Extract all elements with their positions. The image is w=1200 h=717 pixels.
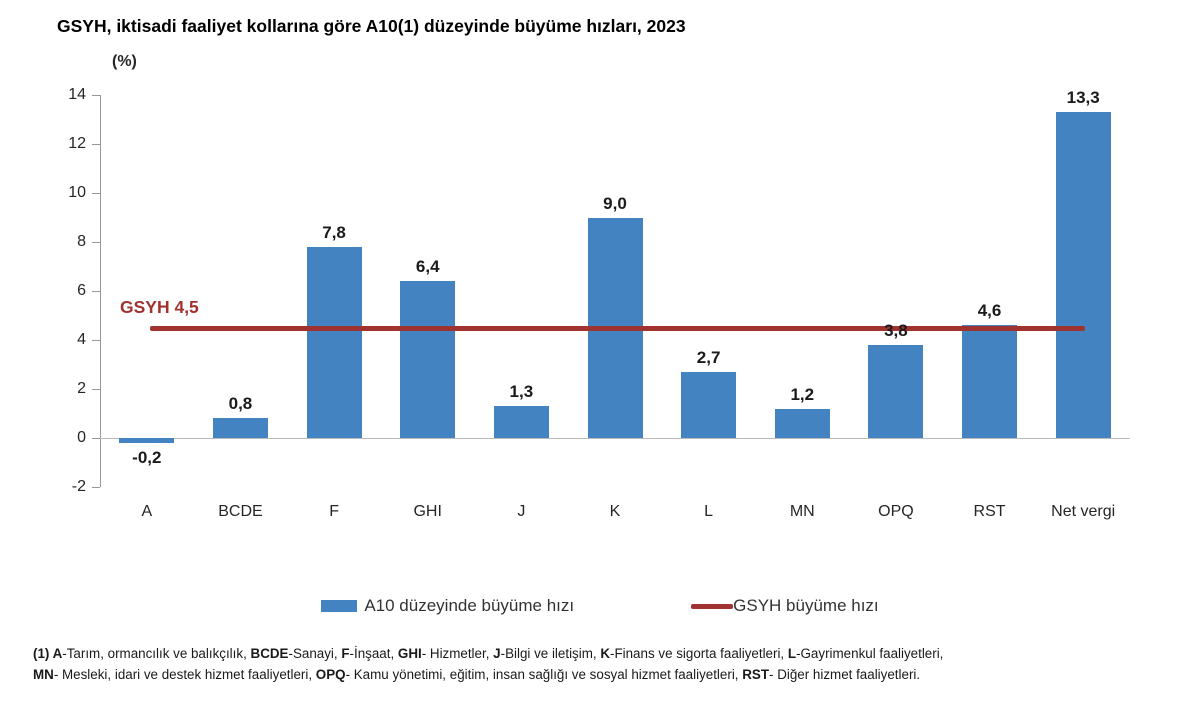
footnote-text: -Finans ve sigorta faaliyetleri, <box>610 646 788 661</box>
x-category-label: J <box>517 503 526 520</box>
footnote-code: OPQ <box>315 667 346 682</box>
x-category-label: F <box>329 503 339 520</box>
bar-value-label: 4,6 <box>977 301 1002 321</box>
y-tick-mark <box>92 144 100 145</box>
bar-rst <box>962 325 1018 438</box>
plot-area: 14 12 10 8 6 4 2 0 -2 -0,2 A 0,8 BCDE 7,8 F 6,4 GHI 1,3 J 9… <box>68 86 1130 520</box>
x-category-label: A <box>141 503 153 520</box>
x-category-label: RST <box>973 503 1006 520</box>
bar-value-label: 1,3 <box>509 382 534 402</box>
bar-mn <box>774 408 830 438</box>
footnote-line: (1) A-Tarım, ormancılık ve balıkçılık, B… <box>33 643 1183 664</box>
footnote-text: -Gayrimenkul faaliyetleri, <box>796 646 944 661</box>
bar-value-label: -0,2 <box>132 447 162 467</box>
legend-line-swatch-icon <box>691 603 734 609</box>
bar-value-label: 7,8 <box>322 222 346 242</box>
y-tick-label: 10 <box>68 184 86 201</box>
footnote-code: RST <box>742 667 770 682</box>
footnote-text: -Tarım, ormancılık ve balıkçılık, <box>62 646 251 661</box>
x-category-label: Net vergi <box>1051 503 1116 520</box>
x-category-label: L <box>704 503 714 520</box>
x-category-label: GHI <box>413 503 442 520</box>
bar-a <box>119 438 175 443</box>
x-category-label: BCDE <box>218 503 263 520</box>
bar-l <box>681 371 737 438</box>
footnote-text: -İnşaat, <box>349 646 398 661</box>
footnote-text: -Bilgi ve iletişim, <box>500 646 601 661</box>
gsyh-line-label: GSYH 4,5 <box>120 297 199 317</box>
x-category-label: MN <box>789 503 815 520</box>
bar-value-label: 0,8 <box>228 394 253 414</box>
legend-label-line: GSYH büyüme hızı <box>733 596 879 615</box>
legend: A10 düzeyinde büyüme hızı GSYH büyüme hı… <box>0 596 1200 616</box>
footnote-text: - Hizmetler, <box>421 646 494 661</box>
legend-bar-swatch-icon <box>321 600 358 612</box>
y-tick-label: -2 <box>71 478 86 495</box>
footnote-text: - Mesleki, idari ve destek hizmet faaliy… <box>53 667 316 682</box>
y-tick-label: 12 <box>68 135 86 152</box>
bar-j <box>493 406 549 438</box>
bar-net-vergi <box>1055 112 1111 438</box>
legend-label-bars: A10 düzeyinde büyüme hızı <box>364 596 575 615</box>
bar-bcde <box>212 418 268 438</box>
footnote-code: (1) A <box>33 646 63 661</box>
y-tick-label: 6 <box>77 282 86 299</box>
y-tick-mark <box>92 487 100 488</box>
footnote-code: BCDE <box>250 646 289 661</box>
gsyh-reference-line <box>150 325 1086 331</box>
y-tick-label: 14 <box>68 86 86 103</box>
bar-opq <box>868 344 924 438</box>
y-tick-mark <box>92 242 100 243</box>
y-tick-mark <box>92 340 100 341</box>
bar-f <box>306 246 362 438</box>
y-tick-mark <box>92 438 100 439</box>
footnote-text: - Kamu yönetimi, eğitim, insan sağlığı v… <box>345 667 743 682</box>
legend-item-bars: A10 düzeyinde büyüme hızı <box>321 596 574 616</box>
bar-value-label: 9,0 <box>603 193 627 213</box>
y-tick-label: 0 <box>77 429 86 446</box>
y-tick-label: 8 <box>77 233 86 250</box>
bar-value-label: 2,7 <box>696 347 721 367</box>
footnote-text: -Sanayi, <box>288 646 342 661</box>
y-tick-mark <box>92 291 100 292</box>
y-tick-label: 2 <box>77 380 86 397</box>
footnote: (1) A-Tarım, ormancılık ve balıkçılık, B… <box>33 643 1183 685</box>
footnote-line: MN- Mesleki, idari ve destek hizmet faal… <box>33 664 1183 685</box>
footnote-text: - Diğer hizmet faaliyetleri. <box>769 667 921 682</box>
legend-item-line: GSYH büyüme hızı <box>691 596 879 616</box>
y-tick-mark <box>92 95 100 96</box>
footnote-code: F <box>341 646 350 661</box>
y-tick-mark <box>92 193 100 194</box>
footnote-code: L <box>787 646 797 661</box>
footnote-code: GHI <box>397 646 422 661</box>
bar-value-label: 1,2 <box>790 384 815 404</box>
bar-ghi <box>400 281 456 438</box>
y-tick-mark <box>92 389 100 390</box>
y-tick-label: 4 <box>77 331 86 348</box>
bar-value-label: 6,4 <box>415 257 440 277</box>
footnote-code: K <box>600 646 610 661</box>
footnote-code: MN <box>33 667 54 682</box>
bar-value-label: 13,3 <box>1066 88 1100 108</box>
y-axis-unit-label: (%) <box>112 53 137 70</box>
footnote-code: J <box>493 646 501 661</box>
x-category-label: K <box>609 503 621 520</box>
y-axis-line <box>100 95 101 487</box>
x-category-label: OPQ <box>878 503 914 520</box>
zero-baseline <box>100 438 1130 439</box>
chart-title: GSYH, iktisadi faaliyet kollarına göre A… <box>57 16 686 36</box>
bar-value-label: 3,8 <box>884 320 908 340</box>
